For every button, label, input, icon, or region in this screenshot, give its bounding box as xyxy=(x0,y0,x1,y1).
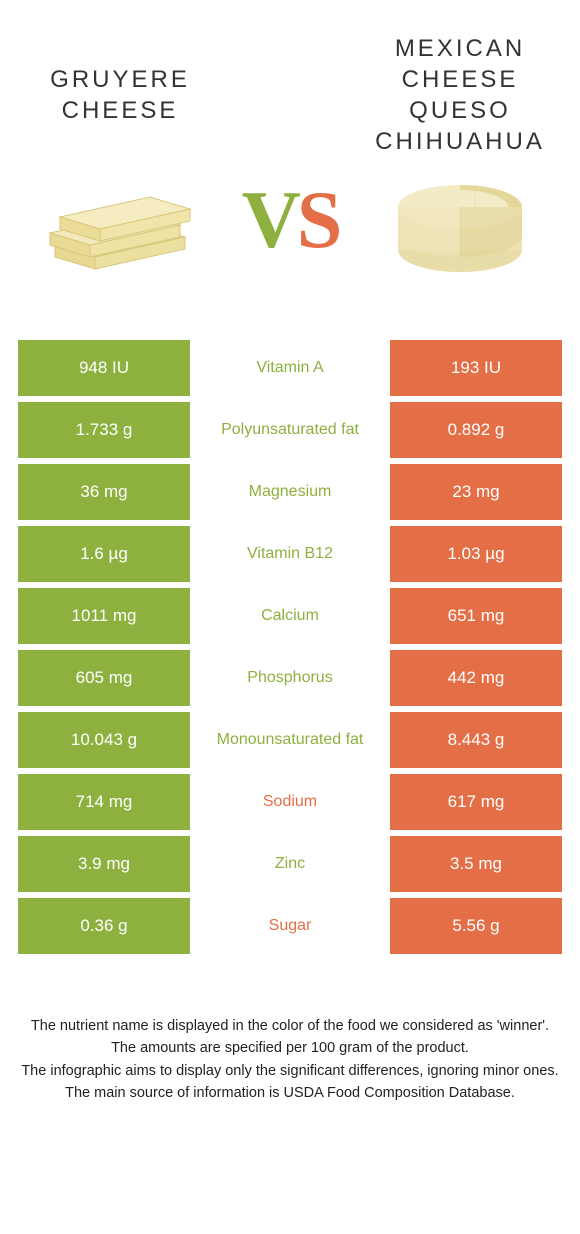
right-value-cell: 617 mg xyxy=(390,774,562,830)
nutrient-label-cell: Sodium xyxy=(190,774,390,830)
left-value-cell: 605 mg xyxy=(18,650,190,706)
right-value-cell: 1.03 µg xyxy=(390,526,562,582)
vs-v-letter: V xyxy=(242,174,297,265)
right-value-cell: 651 mg xyxy=(390,588,562,644)
left-value-cell: 714 mg xyxy=(18,774,190,830)
right-value-cell: 442 mg xyxy=(390,650,562,706)
nutrient-label-cell: Phosphorus xyxy=(190,650,390,706)
vs-s-letter: S xyxy=(297,174,339,265)
right-value-cell: 8.443 g xyxy=(390,712,562,768)
left-food-image xyxy=(35,160,205,290)
left-value-cell: 1.6 µg xyxy=(18,526,190,582)
right-food-column: MEXICAN CHEESE QUESO CHIHUAHUA xyxy=(360,30,560,310)
left-value-cell: 36 mg xyxy=(18,464,190,520)
nutrient-label-cell: Monounsaturated fat xyxy=(190,712,390,768)
nutrient-label-cell: Vitamin A xyxy=(190,340,390,396)
left-value-cell: 948 IU xyxy=(18,340,190,396)
nutrient-label-cell: Magnesium xyxy=(190,464,390,520)
left-value-cell: 10.043 g xyxy=(18,712,190,768)
table-row: 1.733 gPolyunsaturated fat0.892 g xyxy=(18,402,562,458)
left-value-cell: 1.733 g xyxy=(18,402,190,458)
right-value-cell: 23 mg xyxy=(390,464,562,520)
nutrient-label-cell: Zinc xyxy=(190,836,390,892)
right-food-image xyxy=(375,160,545,290)
table-row: 10.043 gMonounsaturated fat8.443 g xyxy=(18,712,562,768)
nutrient-label-cell: Polyunsaturated fat xyxy=(190,402,390,458)
table-row: 0.36 gSugar5.56 g xyxy=(18,898,562,954)
footer-notes: The nutrient name is displayed in the co… xyxy=(0,960,580,1105)
table-row: 36 mgMagnesium23 mg xyxy=(18,464,562,520)
right-value-cell: 5.56 g xyxy=(390,898,562,954)
left-food-column: GRUYERE CHEESE xyxy=(20,30,220,310)
right-value-cell: 3.5 mg xyxy=(390,836,562,892)
nutrient-table: 948 IUVitamin A193 IU 1.733 gPolyunsatura… xyxy=(0,320,580,954)
right-value-cell: 193 IU xyxy=(390,340,562,396)
queso-cheese-icon xyxy=(380,165,540,285)
left-value-cell: 0.36 g xyxy=(18,898,190,954)
gruyere-cheese-icon xyxy=(40,165,200,285)
table-row: 1.6 µgVitamin B121.03 µg xyxy=(18,526,562,582)
table-row: 948 IUVitamin A193 IU xyxy=(18,340,562,396)
vs-label: VS xyxy=(242,173,339,267)
nutrient-label-cell: Calcium xyxy=(190,588,390,644)
right-value-cell: 0.892 g xyxy=(390,402,562,458)
right-food-title: MEXICAN CHEESE QUESO CHIHUAHUA xyxy=(375,30,545,160)
nutrient-label-cell: Sugar xyxy=(190,898,390,954)
table-row: 714 mgSodium617 mg xyxy=(18,774,562,830)
left-value-cell: 1011 mg xyxy=(18,588,190,644)
table-row: 605 mgPhosphorus442 mg xyxy=(18,650,562,706)
nutrient-label-cell: Vitamin B12 xyxy=(190,526,390,582)
vs-column: VS xyxy=(220,73,360,267)
table-row: 3.9 mgZinc3.5 mg xyxy=(18,836,562,892)
left-value-cell: 3.9 mg xyxy=(18,836,190,892)
left-food-title: GRUYERE CHEESE xyxy=(50,30,190,160)
comparison-header: GRUYERE CHEESE VS MEXICAN C xyxy=(0,0,580,320)
table-row: 1011 mgCalcium651 mg xyxy=(18,588,562,644)
